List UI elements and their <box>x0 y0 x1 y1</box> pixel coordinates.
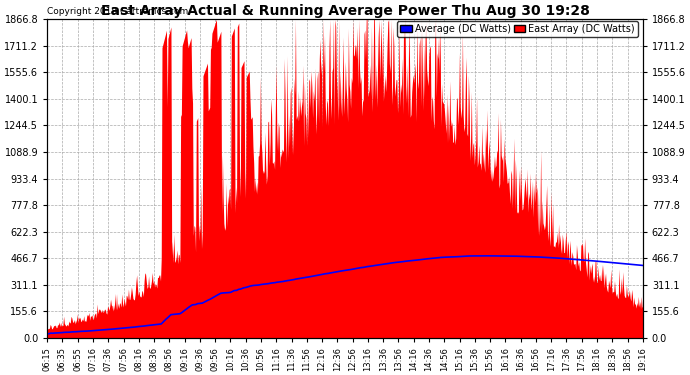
Text: Copyright 2018 Cartronics.com: Copyright 2018 Cartronics.com <box>47 7 188 16</box>
Title: East Array Actual & Running Average Power Thu Aug 30 19:28: East Array Actual & Running Average Powe… <box>101 4 589 18</box>
Legend: Average (DC Watts), East Array (DC Watts): Average (DC Watts), East Array (DC Watts… <box>397 21 638 37</box>
